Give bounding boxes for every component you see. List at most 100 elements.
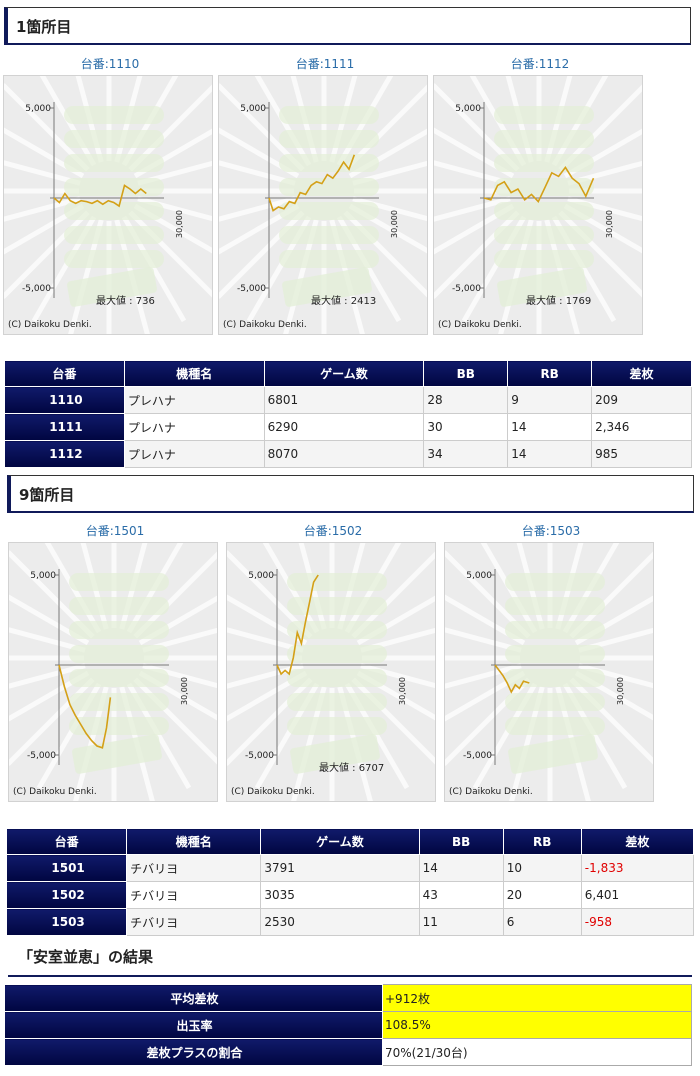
bg-block	[279, 250, 379, 268]
machine-number: 1502	[5, 881, 128, 909]
slump-graph: 5,000 -5,000 30,000 (C) Daikoku Denki.	[445, 543, 653, 801]
chart-title[interactable]: 台番:1501	[85, 524, 145, 538]
sunburst-ray	[434, 160, 511, 186]
bg-block	[505, 669, 605, 687]
result-value: +912枚	[382, 984, 692, 1012]
chart-title[interactable]: 台番:1112	[510, 57, 570, 71]
bg-block	[279, 202, 379, 220]
col-header: RB	[507, 360, 593, 387]
bg-block	[69, 717, 169, 735]
bg-block	[505, 693, 605, 711]
bg-block	[64, 226, 164, 244]
chart-card: 台番:1503 5,000 -5,000 30,000 (C) Daikoku Den…	[444, 524, 658, 802]
bg-block	[505, 717, 605, 735]
col-header: 台番	[5, 828, 128, 855]
bg-block	[494, 202, 594, 220]
bg-block	[69, 669, 169, 687]
chart-title[interactable]: 台番:1503	[521, 524, 581, 538]
graph-background	[4, 76, 212, 334]
bg-block	[279, 178, 379, 196]
machine-number: 1112	[4, 440, 125, 468]
y-tick-label: -5,000	[245, 751, 274, 761]
col-header: 差枚	[580, 828, 695, 855]
chart-card: 台番:1501 5,000 -5,000 30,000 (C) Daikoku Den…	[8, 524, 222, 802]
y-tick-label: -5,000	[237, 284, 266, 294]
rb-count: 20	[502, 881, 582, 909]
bg-block	[279, 130, 379, 148]
bg-block	[505, 573, 605, 591]
bg-block	[64, 178, 164, 196]
bg-block	[494, 154, 594, 172]
machine-number: 1111	[4, 413, 125, 441]
bg-block	[279, 226, 379, 244]
sunburst-ray	[142, 627, 217, 653]
chart-card: 台番:1111 5,000 -5,000 30,000 最大値 : 2413 (C) D…	[218, 57, 432, 335]
series-line	[58, 664, 112, 749]
bg-block	[282, 267, 372, 307]
bb-count: 14	[418, 854, 504, 882]
table-row: 1111 プレハナ 6290 30 14 2,346	[4, 413, 692, 441]
bg-block	[287, 717, 387, 735]
x-tick-label: 30,000	[390, 210, 399, 238]
diff-medals: -958	[580, 908, 695, 936]
max-value-label: 最大値 : 2413	[311, 294, 376, 307]
bb-count: 11	[418, 908, 504, 936]
bg-block	[494, 130, 594, 148]
col-header: BB	[423, 360, 509, 387]
bg-block	[494, 106, 594, 124]
sunburst-ray	[4, 196, 81, 222]
col-header: 差枚	[591, 360, 692, 387]
series-line	[276, 574, 319, 676]
bg-block	[494, 226, 594, 244]
bg-block	[69, 693, 169, 711]
chart-title[interactable]: 台番:1110	[80, 57, 140, 71]
graph-background	[445, 543, 653, 801]
bg-block	[64, 250, 164, 268]
result-label: 差枚プラスの割合	[4, 1038, 383, 1066]
slump-graph: 5,000 -5,000 30,000 最大値 : 6707 (C) Daikoku D…	[227, 543, 435, 801]
max-value-label: 最大値 : 1769	[526, 294, 591, 307]
bg-block	[287, 573, 387, 591]
diff-medals: 6,401	[580, 881, 695, 909]
model-name: プレハナ	[123, 413, 265, 441]
col-header: ゲーム数	[260, 828, 420, 855]
sunburst-ray	[567, 160, 642, 186]
bb-count: 30	[423, 413, 509, 441]
table-row: 1502 チバリヨ 3035 43 20 6,401	[5, 881, 695, 909]
chart-title[interactable]: 台番:1111	[295, 57, 355, 71]
x-tick-label: 30,000	[616, 677, 625, 705]
bg-block	[287, 621, 387, 639]
sunburst-ray	[227, 627, 304, 653]
graph-area: 5,000 -5,000 30,000 (C) Daikoku Denki.	[8, 542, 218, 802]
game-count: 3035	[260, 881, 420, 909]
game-count: 6801	[263, 386, 425, 414]
sunburst-ray	[352, 160, 427, 186]
slump-graph: 5,000 -5,000 30,000 最大値 : 736 (C) Daikoku De…	[4, 76, 212, 334]
diff-medals: -1,833	[580, 854, 695, 882]
bg-block	[69, 597, 169, 615]
x-tick-label: 30,000	[180, 677, 189, 705]
graph-area: 5,000 -5,000 30,000 最大値 : 2413 (C) Daikoku D…	[218, 75, 428, 335]
diff-medals: 985	[591, 440, 692, 468]
diff-medals: 2,346	[591, 413, 692, 441]
bg-block	[67, 267, 157, 307]
rb-count: 9	[507, 386, 593, 414]
result-title: 「安室並恵」の結果	[8, 944, 692, 977]
sunburst-ray	[360, 627, 435, 653]
bg-block	[69, 573, 169, 591]
chart-title[interactable]: 台番:1502	[303, 524, 363, 538]
model-name: チバリヨ	[126, 881, 262, 909]
copyright-label: (C) Daikoku Denki.	[223, 320, 307, 330]
copyright-label: (C) Daikoku Denki.	[13, 787, 97, 797]
bb-count: 28	[423, 386, 509, 414]
model-name: チバリヨ	[126, 854, 262, 882]
sunburst-ray	[4, 160, 81, 186]
col-header: 機種名	[126, 828, 262, 855]
sunburst-ray	[9, 663, 86, 689]
bg-block	[508, 734, 598, 774]
table-row: 1110 プレハナ 6801 28 9 209	[4, 386, 692, 414]
x-tick-label: 30,000	[175, 210, 184, 238]
series-line	[268, 154, 356, 212]
y-tick-label: -5,000	[22, 284, 51, 294]
copyright-label: (C) Daikoku Denki.	[438, 320, 522, 330]
